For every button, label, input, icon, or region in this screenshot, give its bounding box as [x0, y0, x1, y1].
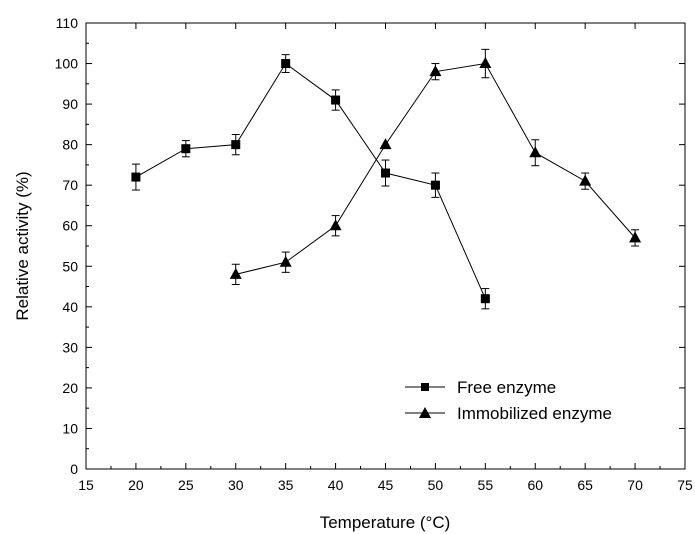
x-tick-label: 15 [78, 477, 94, 493]
y-axis-ticks: 0 10 20 30 40 50 60 70 80 90 100 110 [55, 15, 685, 477]
free-enzyme-line [135, 62, 486, 299]
immobilized-enzyme-point [279, 255, 292, 267]
x-tick-label: 75 [677, 477, 693, 493]
free-enzyme-point [231, 140, 241, 150]
immobilized-enzyme-point [529, 146, 542, 158]
immobilized-enzyme-point [379, 138, 392, 150]
x-axis-title: Temperature (°C) [320, 513, 451, 532]
x-tick-label: 20 [128, 477, 144, 493]
y-tick-label: 60 [62, 218, 78, 234]
immobilized-enzyme-point [329, 219, 342, 231]
x-tick-label: 25 [178, 477, 194, 493]
y-tick-label: 90 [62, 96, 78, 112]
x-tick-label: 45 [378, 477, 394, 493]
immobilized-enzyme-point [629, 231, 642, 243]
y-tick-label: 70 [62, 177, 78, 193]
free-enzyme-point [131, 172, 141, 182]
immobilized-enzyme-point [579, 174, 592, 186]
x-tick-label: 40 [328, 477, 344, 493]
x-tick-label: 30 [228, 477, 244, 493]
y-tick-label: 20 [62, 380, 78, 396]
free-enzyme-point [331, 95, 341, 105]
y-tick-label: 30 [62, 339, 78, 355]
free-enzyme-point [281, 59, 291, 69]
y-tick-label: 0 [70, 461, 78, 477]
legend-marker-square [421, 383, 429, 391]
x-tick-label: 35 [278, 477, 294, 493]
free-enzyme-point [381, 168, 390, 178]
y-tick-label: 100 [55, 56, 79, 72]
y-tick-label: 80 [62, 137, 78, 153]
free-enzyme-point [430, 180, 440, 190]
series-layer [131, 48, 642, 310]
x-tick-label: 55 [478, 477, 494, 493]
immobilized-enzyme-point [429, 65, 442, 77]
x-tick-label: 70 [627, 477, 643, 493]
immobilized-enzyme-point [229, 267, 242, 279]
y-tick-label: 110 [56, 15, 79, 31]
plot-frame [85, 22, 686, 470]
y-axis-title: Relative activity (%) [13, 171, 32, 320]
legend-label-immobilized: Immobilized enzyme [457, 404, 612, 423]
y-tick-label: 10 [62, 420, 78, 436]
free-enzyme-point [480, 294, 490, 304]
x-axis-ticks: 15 20 25 30 35 40 45 50 55 60 65 70 75 [78, 23, 693, 493]
y-tick-label: 50 [62, 258, 78, 274]
x-tick-label: 65 [577, 477, 593, 493]
legend-marker-triangle [419, 407, 431, 418]
legend: Free enzyme Immobilized enzyme [405, 378, 612, 423]
x-tick-label: 50 [428, 477, 444, 493]
free-enzyme-point [181, 144, 191, 154]
x-tick-label: 60 [527, 477, 543, 493]
immobilized-enzyme-point [479, 57, 492, 69]
y-tick-label: 40 [62, 299, 78, 315]
legend-label-free: Free enzyme [457, 378, 556, 397]
immobilized-enzyme-line [235, 62, 636, 275]
